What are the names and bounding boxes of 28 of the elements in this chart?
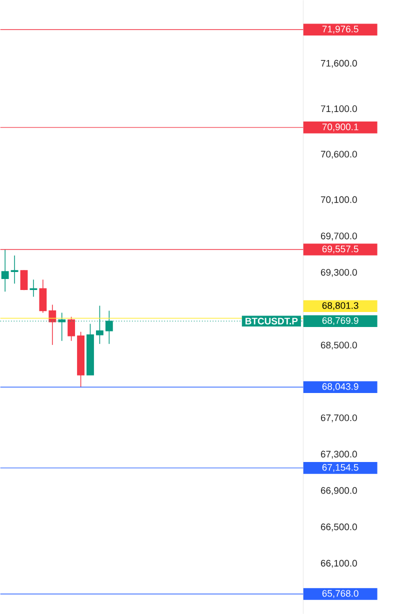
ref-line-label: 69,557.5 [322, 246, 358, 254]
candlestick [68, 316, 75, 342]
y-tick-label: 69,700.0 [320, 232, 357, 240]
y-tick-label: 68,500.0 [320, 342, 357, 350]
y-tick-label: 70,600.0 [320, 150, 357, 159]
candlestick [20, 270, 28, 291]
ref-line-label: 65,768.0 [322, 590, 358, 598]
y-tick-label: 67,300.0 [320, 450, 357, 459]
y-tick-label: 66,100.0 [320, 560, 357, 568]
y-tick-label: 70,100.0 [320, 196, 357, 204]
ref-line-label: 68,043.9 [322, 383, 358, 392]
annotation: BTCUSDT.P [245, 318, 298, 324]
y-tick-label: 66,500.0 [320, 524, 357, 532]
ref-line-label: 71,976.5 [322, 26, 358, 34]
candlestick [30, 279, 38, 298]
candlestick [39, 279, 47, 314]
candlestick [1, 249, 9, 292]
ref-line-label: 70,900.1 [322, 124, 358, 132]
y-tick-label: 66,900.0 [320, 487, 357, 495]
ref-line-label: 68,801.3 [322, 302, 358, 310]
y-tick-label: 71,100.0 [320, 105, 357, 114]
ref-line-label: 67,154.5 [322, 464, 358, 472]
y-tick-label: 71,600.0 [320, 60, 357, 68]
ref-line-label: 68,769.9 [322, 317, 358, 326]
y-tick-label: 67,700.0 [320, 414, 357, 422]
candlestick [10, 255, 18, 284]
candlestick [48, 304, 56, 346]
y-tick-label: 69,300.0 [320, 269, 357, 277]
